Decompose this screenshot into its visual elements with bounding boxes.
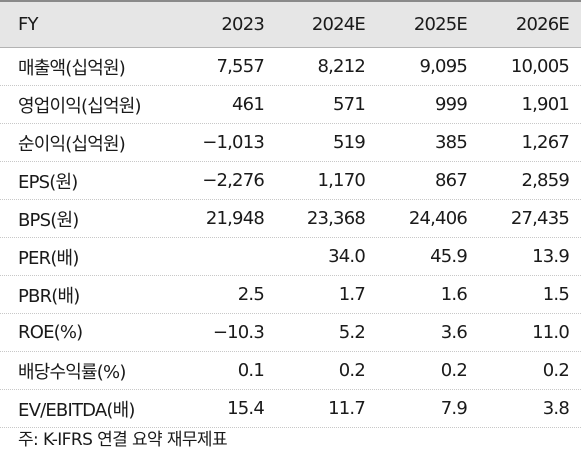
cell-value: 1.7 bbox=[338, 284, 366, 305]
cell-value: 1,267 bbox=[521, 132, 569, 153]
cell-value: 5.2 bbox=[338, 322, 366, 343]
cell-value: 519 bbox=[333, 132, 366, 153]
cell-value: 8,212 bbox=[317, 56, 365, 77]
cell-value: −10.3 bbox=[212, 322, 265, 343]
cell-value: 1,170 bbox=[317, 170, 365, 191]
cell-value: 34.0 bbox=[328, 246, 366, 267]
table-header-row: FY 2023 2024E 2025E 2026E bbox=[0, 0, 581, 48]
table-row-bps: BPS(원) 21,948 23,368 24,406 27,435 bbox=[0, 200, 581, 238]
cell-value: 7.9 bbox=[440, 398, 468, 419]
cell-value: 1,901 bbox=[521, 94, 569, 115]
table-row-net-income: 순이익(십억원) −1,013 519 385 1,267 bbox=[0, 124, 581, 162]
cell-value: 11.0 bbox=[532, 322, 570, 343]
header-fy: FY bbox=[18, 14, 39, 35]
cell-value: 11.7 bbox=[328, 398, 366, 419]
row-label: ROE(%) bbox=[18, 322, 83, 343]
cell-value: 3.8 bbox=[542, 398, 570, 419]
row-label: EV/EBITDA(배) bbox=[18, 399, 135, 421]
header-2023: 2023 bbox=[221, 14, 264, 35]
table-row-revenue: 매출액(십억원) 7,557 8,212 9,095 10,005 bbox=[0, 48, 581, 86]
row-label: EPS(원) bbox=[18, 171, 78, 193]
cell-value: 1.5 bbox=[542, 284, 570, 305]
row-label: 배당수익률(%) bbox=[18, 361, 126, 383]
cell-value: 27,435 bbox=[510, 208, 570, 229]
cell-value: −2,276 bbox=[202, 170, 265, 191]
cell-value: 15.4 bbox=[227, 398, 265, 419]
header-2026e: 2026E bbox=[515, 14, 570, 35]
cell-value: 3.6 bbox=[440, 322, 468, 343]
cell-value: 7,557 bbox=[216, 56, 264, 77]
cell-value: 13.9 bbox=[532, 246, 570, 267]
cell-value: 45.9 bbox=[430, 246, 468, 267]
cell-value: 999 bbox=[435, 94, 468, 115]
cell-value: 385 bbox=[435, 132, 468, 153]
cell-value: 2,859 bbox=[521, 170, 569, 191]
table-row-operating-income: 영업이익(십억원) 461 571 999 1,901 bbox=[0, 86, 581, 124]
row-label: 매출액(십억원) bbox=[18, 57, 126, 79]
cell-value: 0.1 bbox=[237, 360, 265, 381]
cell-value: 0.2 bbox=[440, 360, 468, 381]
cell-value: 867 bbox=[435, 170, 468, 191]
cell-value: 23,368 bbox=[306, 208, 366, 229]
table-footnote: 주: K-IFRS 연결 요약 재무제표 bbox=[18, 430, 228, 450]
cell-value: 2.5 bbox=[237, 284, 265, 305]
cell-value: 9,095 bbox=[419, 56, 467, 77]
table-row-per: PER(배) 34.0 45.9 13.9 bbox=[0, 238, 581, 276]
table-row-pbr: PBR(배) 2.5 1.7 1.6 1.5 bbox=[0, 276, 581, 314]
table-row-eps: EPS(원) −2,276 1,170 867 2,859 bbox=[0, 162, 581, 200]
row-label: PBR(배) bbox=[18, 285, 80, 307]
row-label: BPS(원) bbox=[18, 209, 79, 231]
cell-value: 571 bbox=[333, 94, 366, 115]
row-label: PER(배) bbox=[18, 247, 79, 269]
cell-value: 1.6 bbox=[440, 284, 468, 305]
cell-value: 0.2 bbox=[542, 360, 570, 381]
cell-value: −1,013 bbox=[202, 132, 265, 153]
cell-value: 21,948 bbox=[205, 208, 265, 229]
table-row-roe: ROE(%) −10.3 5.2 3.6 11.0 bbox=[0, 314, 581, 352]
cell-value: 10,005 bbox=[510, 56, 570, 77]
header-2025e: 2025E bbox=[413, 14, 468, 35]
cell-value: 0.2 bbox=[338, 360, 366, 381]
cell-value: 461 bbox=[232, 94, 265, 115]
cell-value: 24,406 bbox=[408, 208, 468, 229]
row-label: 영업이익(십억원) bbox=[18, 95, 142, 117]
row-label: 순이익(십억원) bbox=[18, 133, 126, 155]
header-2024e: 2024E bbox=[311, 14, 366, 35]
table-row-dividend-yield: 배당수익률(%) 0.1 0.2 0.2 0.2 bbox=[0, 352, 581, 390]
table-row-ev-ebitda: EV/EBITDA(배) 15.4 11.7 7.9 3.8 bbox=[0, 390, 581, 428]
financial-summary-table: FY 2023 2024E 2025E 2026E 매출액(십억원) 7,557… bbox=[0, 0, 581, 428]
